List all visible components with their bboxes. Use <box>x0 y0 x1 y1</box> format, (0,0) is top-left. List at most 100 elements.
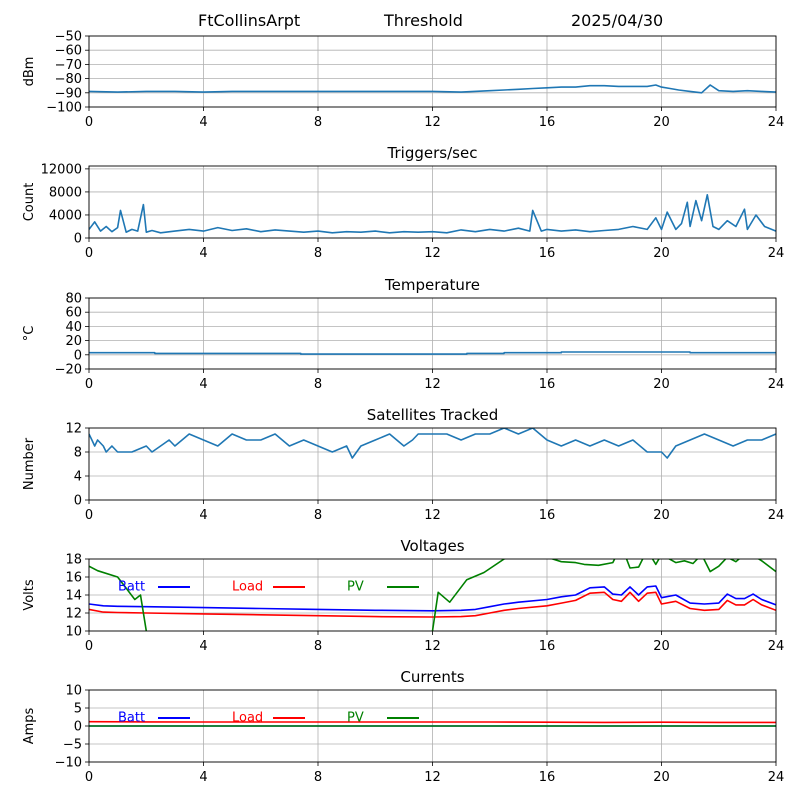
y-tick-label: 10 <box>65 684 82 699</box>
x-tick-label: 20 <box>653 639 670 654</box>
y-tick-label: 16 <box>65 571 82 586</box>
legend-label-pv: PV <box>347 711 364 726</box>
y-tick-label: 80 <box>65 292 82 307</box>
x-tick-label: 20 <box>653 770 670 785</box>
x-tick-label: 12 <box>424 377 441 392</box>
legend-label-batt: Batt <box>118 711 145 726</box>
x-tick-label: 16 <box>539 246 556 261</box>
y-axis-label: Volts <box>22 579 37 611</box>
x-tick-label: 4 <box>199 770 207 785</box>
x-tick-label: 8 <box>314 246 322 261</box>
y-tick-label: 0 <box>74 348 82 363</box>
x-tick-label: 4 <box>199 246 207 261</box>
x-tick-label: 24 <box>768 770 785 785</box>
x-tick-label: 12 <box>424 115 441 130</box>
y-tick-label: 0 <box>74 494 82 509</box>
x-tick-label: 0 <box>85 639 93 654</box>
y-tick-label: −50 <box>55 30 82 45</box>
y-tick-label: 8000 <box>49 185 82 200</box>
y-tick-label: 14 <box>65 589 82 604</box>
y-tick-label: −60 <box>55 44 82 59</box>
x-tick-label: 8 <box>314 377 322 392</box>
series-line-load <box>89 591 776 618</box>
y-tick-label: −70 <box>55 58 82 73</box>
x-tick-label: 20 <box>653 508 670 523</box>
y-tick-label: 12 <box>65 422 82 437</box>
x-tick-label: 20 <box>653 377 670 392</box>
y-tick-label: 12000 <box>41 162 82 177</box>
chart-title: Satellites Tracked <box>367 406 498 424</box>
y-tick-label: 4000 <box>49 208 82 223</box>
x-tick-label: 0 <box>85 115 93 130</box>
y-tick-label: 12 <box>65 607 82 622</box>
legend: Batt Load PV <box>118 711 419 726</box>
y-tick-label: −20 <box>55 363 82 378</box>
chart-title: Voltages <box>400 537 464 555</box>
x-tick-label: 24 <box>768 246 785 261</box>
x-tick-label: 0 <box>85 377 93 392</box>
x-tick-label: 12 <box>424 639 441 654</box>
x-tick-label: 20 <box>653 115 670 130</box>
y-tick-label: 10 <box>65 625 82 640</box>
y-tick-label: −100 <box>46 101 82 116</box>
date-label: 2025/04/30 <box>571 11 664 30</box>
series-line-pv <box>89 559 776 631</box>
chart-title: Triggers/sec <box>387 144 478 162</box>
series-line <box>89 351 776 355</box>
y-axis-label: Number <box>22 437 37 490</box>
y-tick-label: 0 <box>74 720 82 735</box>
y-tick-label: 20 <box>65 334 82 349</box>
panel-voltages: 0 4 8 12 16 20 24 10 12 14 16 18 Voltages Volts Batt Lo… <box>22 537 785 654</box>
panel-signal: 0 4 8 12 16 20 24 −100−90−80−70−60−50 dBm <box>22 30 784 131</box>
legend-label-load: Load <box>232 580 263 595</box>
x-tick-label: 12 <box>424 508 441 523</box>
x-tick-label: 24 <box>768 377 785 392</box>
y-tick-label: −90 <box>55 86 82 101</box>
series-line-batt <box>89 585 776 612</box>
panel-satellites: 0 4 8 12 16 20 24 0 4 8 12 Satellites Tracked Number <box>22 406 784 523</box>
x-tick-label: 24 <box>768 508 785 523</box>
x-tick-label: 4 <box>199 508 207 523</box>
series-line <box>89 428 776 459</box>
x-tick-label: 12 <box>424 246 441 261</box>
legend-label-load: Load <box>232 711 263 726</box>
panel-triggers: 0 4 8 12 16 20 24 0 4000 8000 12000 Triggers/sec Cou… <box>22 144 784 261</box>
x-tick-label: 4 <box>199 639 207 654</box>
y-tick-label: 8 <box>74 446 82 461</box>
y-tick-label: 0 <box>74 232 82 247</box>
chart-title: Temperature <box>384 276 480 294</box>
x-tick-label: 8 <box>314 770 322 785</box>
y-tick-label: 40 <box>65 320 82 335</box>
y-tick-label: 60 <box>65 306 82 321</box>
x-tick-label: 8 <box>314 508 322 523</box>
x-tick-label: 20 <box>653 246 670 261</box>
x-tick-label: 0 <box>85 246 93 261</box>
station-name: FtCollinsArpt <box>198 11 301 30</box>
x-tick-label: 4 <box>199 115 207 130</box>
legend-label-pv: PV <box>347 580 364 595</box>
series-line-load <box>89 720 776 724</box>
x-tick-label: 12 <box>424 770 441 785</box>
x-tick-label: 16 <box>539 115 556 130</box>
x-tick-label: 16 <box>539 639 556 654</box>
x-tick-label: 4 <box>199 377 207 392</box>
y-tick-label: −10 <box>55 756 82 771</box>
y-tick-label: 4 <box>74 470 82 485</box>
x-tick-label: 0 <box>85 770 93 785</box>
y-tick-label: 18 <box>65 553 82 568</box>
chart-title: Currents <box>400 668 464 686</box>
x-tick-label: 8 <box>314 639 322 654</box>
y-axis-label: °C <box>22 326 37 342</box>
y-tick-label: −80 <box>55 72 82 87</box>
panel-currents: 0 4 8 12 16 20 24 −10 −5 0 5 10 Currents Amps Batt Load… <box>22 668 784 785</box>
mode-label: Threshold <box>384 11 463 30</box>
legend-label-batt: Batt <box>118 580 145 595</box>
y-tick-label: −5 <box>63 738 82 753</box>
x-tick-label: 16 <box>539 770 556 785</box>
x-tick-label: 0 <box>85 508 93 523</box>
series-line <box>89 194 776 234</box>
y-axis-label: dBm <box>22 57 37 87</box>
x-tick-label: 24 <box>768 639 785 654</box>
